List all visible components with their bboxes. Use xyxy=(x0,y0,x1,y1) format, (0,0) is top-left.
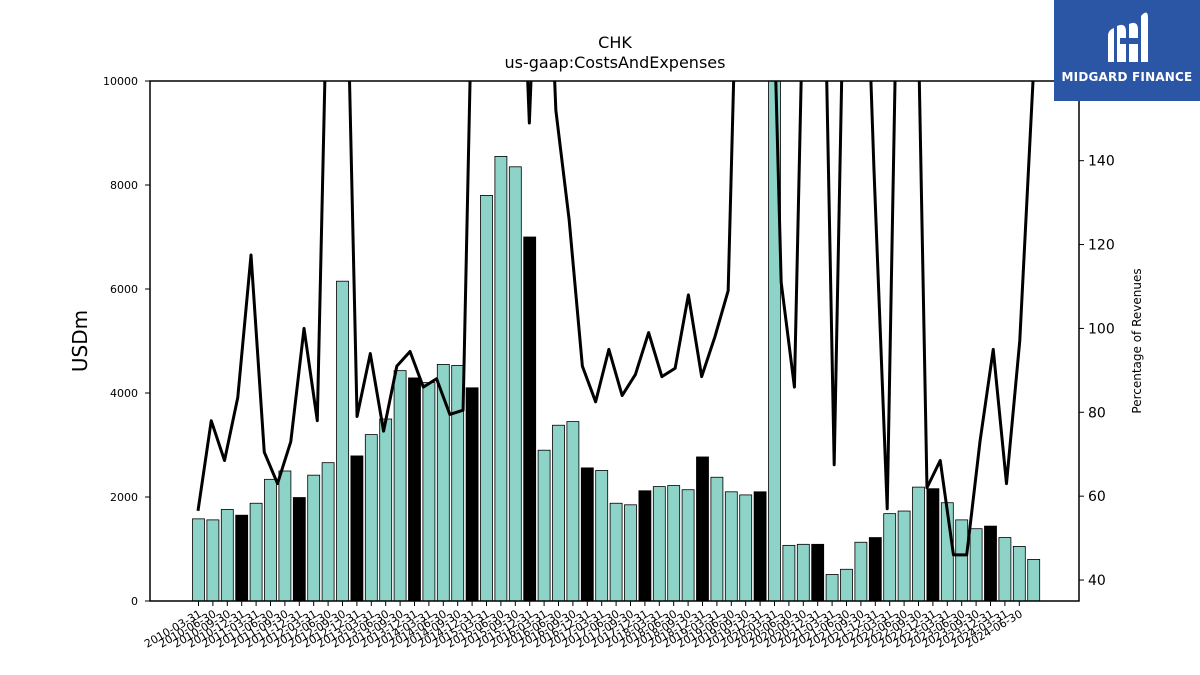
bar-quarter xyxy=(192,518,205,601)
y2-tick-label: 60 xyxy=(1088,489,1106,505)
y-ticks-left: 0 2000 4000 6000 8000 10000 xyxy=(103,75,150,608)
bar-quarter xyxy=(566,421,580,601)
bar-quarter xyxy=(724,491,738,601)
y2-tick-label: 40 xyxy=(1088,573,1106,589)
bar-quarter xyxy=(840,568,853,601)
bar-quarter xyxy=(508,166,522,601)
bar-quarter xyxy=(609,502,623,601)
bar-quarter xyxy=(537,449,551,601)
line-group xyxy=(196,81,1035,557)
bar-quarter xyxy=(249,502,263,601)
bar-quarter xyxy=(825,574,839,601)
logo-mark-icon xyxy=(1108,12,1148,63)
y-tick-label: 8000 xyxy=(110,179,138,192)
bar-quarter xyxy=(220,509,234,601)
y-ticks-right: 40 60 80 100 120 140 xyxy=(1079,154,1115,589)
bar-annual xyxy=(638,490,652,601)
bar-quarter xyxy=(782,544,796,601)
bar-quarter xyxy=(710,476,724,601)
y-tick-label: 0 xyxy=(131,595,138,608)
bar-annual xyxy=(984,525,997,601)
bar-quarter xyxy=(897,510,911,601)
bar-quarter xyxy=(883,513,897,601)
bar-quarter xyxy=(436,363,450,601)
plot-frame xyxy=(149,80,1080,602)
bar-annual xyxy=(523,236,537,601)
bar-quarter xyxy=(681,489,695,601)
bar-quarter xyxy=(393,370,407,601)
y2-tick-label: 100 xyxy=(1088,321,1115,337)
series-line-percentage xyxy=(196,81,1035,557)
bar-quarter xyxy=(364,434,378,601)
chart-subtitle: us-gaap:CostsAndExpenses xyxy=(505,53,726,72)
bar-quarter xyxy=(552,424,565,601)
bar-quarter xyxy=(739,494,753,601)
bar-quarter xyxy=(652,486,666,601)
bar-quarter xyxy=(494,155,508,601)
bar-quarter xyxy=(278,470,292,601)
bar-quarter xyxy=(1012,546,1026,601)
bar-quarter xyxy=(998,537,1012,601)
y-tick-label: 2000 xyxy=(110,491,138,504)
bar-quarter xyxy=(336,280,349,601)
y2-axis-label: Percentage of Revenues xyxy=(1130,268,1144,413)
bar-quarter xyxy=(624,504,637,601)
y-tick-label: 10000 xyxy=(103,75,138,88)
bar-quarter xyxy=(480,194,493,601)
bar-quarter xyxy=(264,478,277,601)
bars-group xyxy=(192,81,1041,601)
bar-annual xyxy=(465,387,479,601)
bar-quarter xyxy=(667,485,681,601)
bar-annual xyxy=(235,514,249,601)
y-axis-label: USDm xyxy=(68,310,92,372)
midgard-finance-logo: MIDGARD FINANCE xyxy=(1054,0,1200,101)
bar-quarter xyxy=(912,486,925,601)
bar-quarter xyxy=(307,474,321,601)
bar-quarter xyxy=(451,365,465,601)
bar-quarter xyxy=(422,382,436,601)
chart-title: CHK xyxy=(598,33,632,52)
bar-annual xyxy=(926,488,940,601)
bar-annual xyxy=(696,456,709,601)
y2-tick-label: 140 xyxy=(1088,154,1115,170)
bar-annual xyxy=(350,455,364,601)
x-ticks: 2010-03-312010-06-302010-09-302010-12-31… xyxy=(142,601,1025,651)
bar-quarter xyxy=(379,418,393,601)
bar-quarter xyxy=(595,470,609,601)
y-tick-label: 6000 xyxy=(110,283,138,296)
bar-quarter xyxy=(321,462,335,601)
bar-annual xyxy=(580,467,594,601)
bar-quarter xyxy=(969,528,983,601)
bar-quarter xyxy=(955,519,969,601)
bar-quarter xyxy=(768,81,781,601)
bar-annual xyxy=(868,537,882,601)
bar-annual xyxy=(753,491,767,601)
bar-quarter xyxy=(854,541,868,601)
axes-group xyxy=(149,80,1080,602)
y2-tick-label: 120 xyxy=(1088,238,1115,254)
y-tick-label: 4000 xyxy=(110,387,138,400)
bar-annual xyxy=(408,377,421,601)
bar-annual xyxy=(292,497,306,601)
logo-text: MIDGARD FINANCE xyxy=(1061,70,1193,84)
bar-quarter xyxy=(796,543,810,601)
bar-quarter xyxy=(206,519,220,601)
bar-annual xyxy=(811,543,825,601)
bar-quarter xyxy=(1027,559,1041,601)
y2-tick-label: 80 xyxy=(1088,405,1106,421)
